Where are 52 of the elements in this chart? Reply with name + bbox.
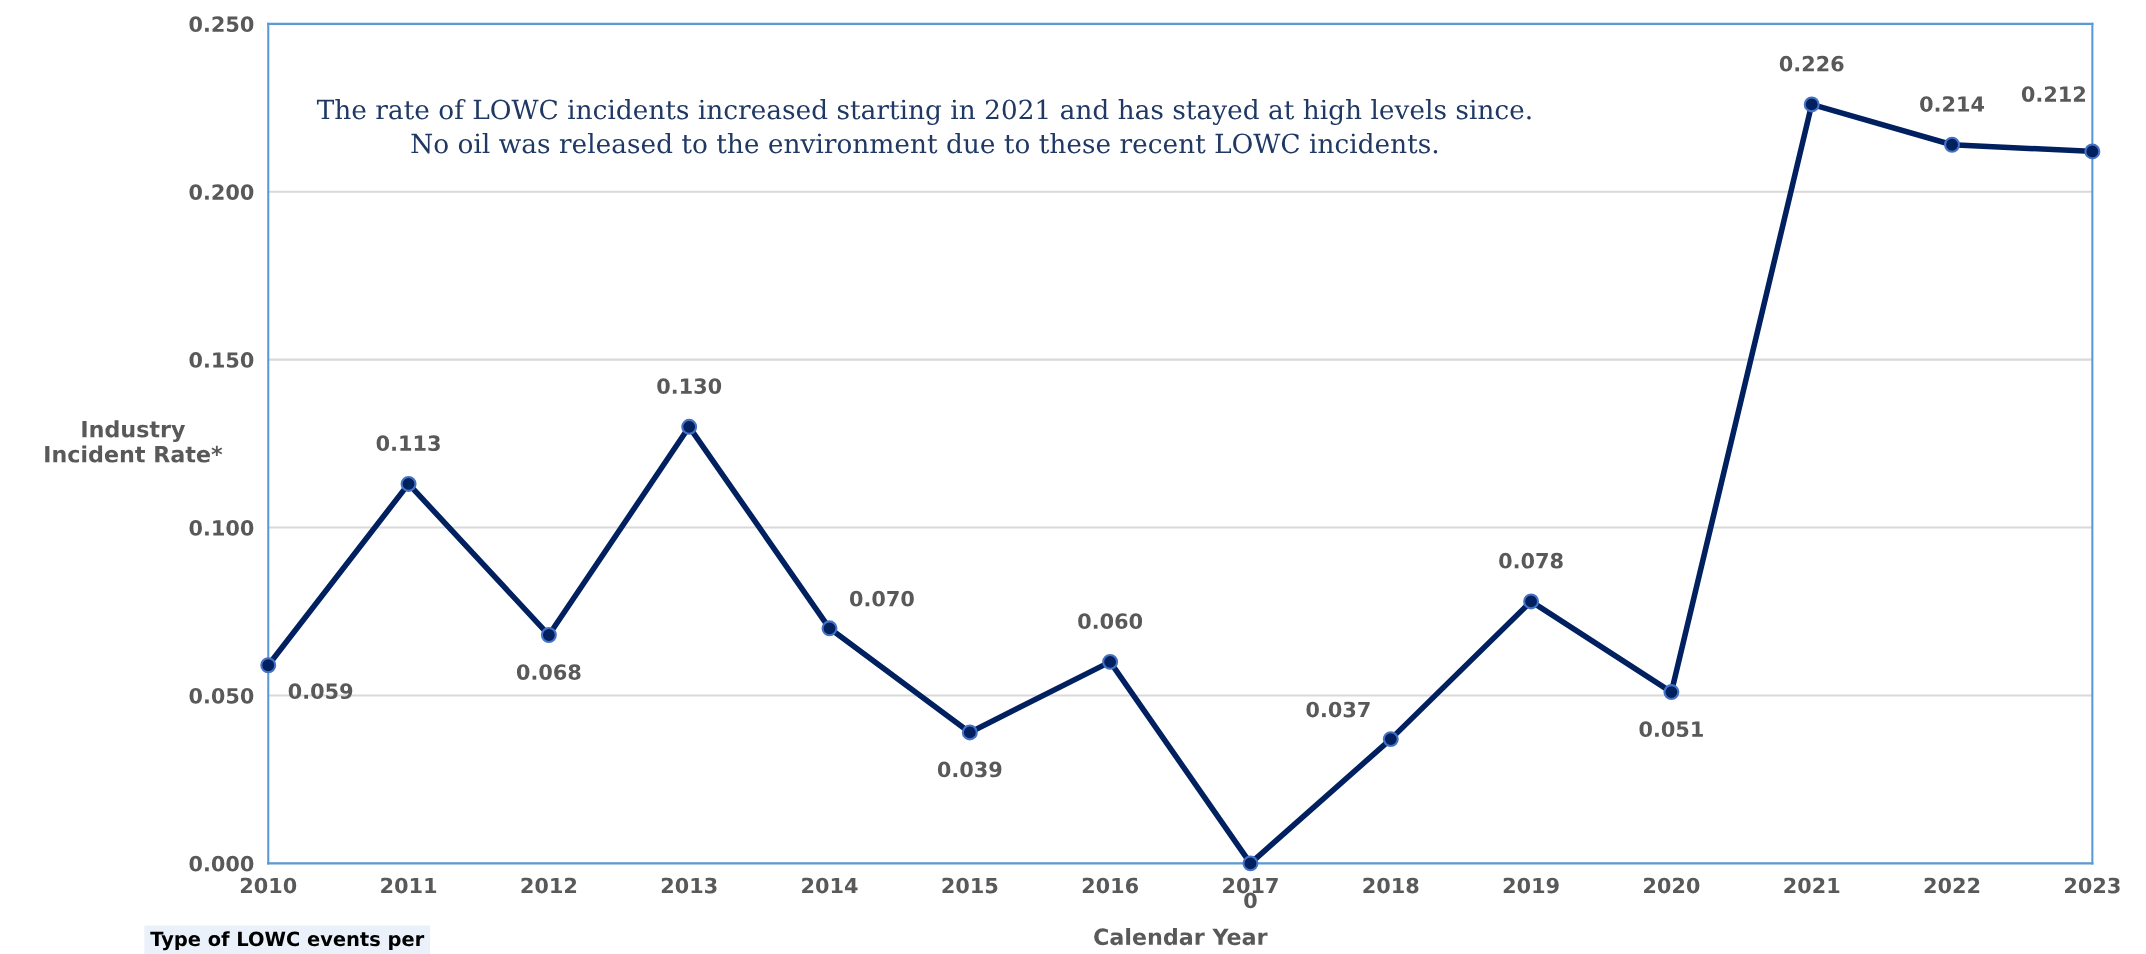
- data-label: 0.214: [1920, 96, 1985, 112]
- x-tick-label: 2019: [1503, 877, 1559, 894]
- x-tick-label: 2020: [1644, 877, 1700, 894]
- data-label: 0.070: [849, 590, 914, 607]
- point: [1944, 136, 1961, 153]
- data-label: 0.037: [1306, 701, 1370, 718]
- point: [1102, 653, 1119, 670]
- x-tick-label: 2013: [661, 877, 717, 894]
- x-tick-label: 2012: [521, 877, 577, 894]
- point: [2084, 143, 2101, 160]
- x-tick-label: 2022: [1924, 877, 1980, 894]
- point: [961, 724, 978, 741]
- x-tick-label: 2010: [240, 877, 297, 894]
- data-label: 0.059: [288, 683, 353, 700]
- point: [1663, 684, 1680, 701]
- data-label: 0.039: [937, 761, 1002, 778]
- data-label: 0.226: [1779, 55, 1844, 72]
- y-tick-label: 0.050: [189, 687, 254, 704]
- data-label: 0.130: [657, 378, 722, 394]
- data-label: 0.113: [376, 435, 440, 452]
- point: [1523, 593, 1540, 610]
- data-label: 0.078: [1499, 552, 1563, 569]
- x-axis-title: Calendar Year: [1094, 927, 1268, 946]
- data-label: 0.068: [516, 664, 581, 680]
- y-tick-label: 0.100: [189, 520, 254, 536]
- data-label: 0.051: [1639, 721, 1703, 738]
- x-tick-label: 2023: [2065, 877, 2120, 894]
- point: [400, 475, 417, 492]
- x-tick-label: 2017: [1223, 877, 1278, 894]
- data-label: 0.212: [2021, 86, 2085, 102]
- point: [540, 627, 557, 644]
- point: [1803, 96, 1820, 113]
- x-tick-label: 2014: [802, 877, 858, 894]
- y-tick-label: 0.000: [189, 855, 254, 872]
- point: [681, 418, 698, 435]
- y-axis-title: Industry Incident Rate*: [45, 420, 223, 463]
- data-label: 0: [1244, 892, 1257, 909]
- point: [821, 620, 838, 637]
- y-tick-label: 0.200: [189, 184, 254, 200]
- x-tick-label: 2018: [1363, 877, 1419, 894]
- y-tick-label: 0.250: [189, 16, 254, 33]
- y-tick-label: 0.150: [189, 352, 254, 368]
- x-tick-label: 2016: [1082, 877, 1139, 894]
- x-tick-label: 2015: [942, 877, 998, 894]
- annotation: The rate of LOWC incidents increased starting in 2021 and has stayed at high levels since. No oil was released to the environment due to these recent LOWC incidents.: [316, 99, 1531, 154]
- x-tick-label: 2011: [381, 877, 437, 894]
- point: [1242, 855, 1259, 872]
- data-label: 0.060: [1078, 613, 1143, 630]
- point: [260, 657, 277, 674]
- text: Type of LOWC events per: [150, 931, 425, 951]
- point: [1382, 731, 1399, 748]
- x-tick-label: 2021: [1784, 877, 1840, 894]
